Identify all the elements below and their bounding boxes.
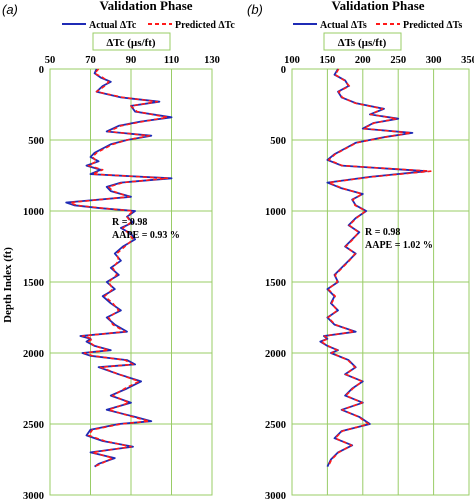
- panel-b-annotation: R = 0.98 AAPE = 1.02 %: [365, 227, 433, 251]
- panel-b-title: Validation Phase: [331, 0, 424, 13]
- panel-a-annotation-r: R = 0.98: [112, 217, 147, 228]
- panel-b-series: [319, 68, 432, 467]
- y-tick-label: 1500: [265, 278, 286, 289]
- x-tick-label: 100: [284, 55, 300, 66]
- y-tick-label: 1500: [23, 278, 44, 289]
- panel-a-series: [65, 68, 173, 468]
- panel-a-legend: Actual ΔTc Predicted ΔTc: [62, 20, 235, 31]
- x-tick-label: 300: [426, 55, 442, 66]
- series-predicted-line: [320, 68, 432, 467]
- y-axis-label: Depth Index (ft): [2, 247, 14, 323]
- y-tick-label: 2000: [265, 349, 286, 360]
- x-tick-label: 200: [355, 55, 371, 66]
- panel-b-xlabel-box: [323, 32, 402, 51]
- y-tick-label: 1000: [265, 207, 286, 218]
- panel-a-annotation-aape: AAPE = 0.93 %: [112, 230, 180, 241]
- x-tick-label: 150: [320, 55, 336, 66]
- x-tick-label: 70: [85, 55, 96, 66]
- panel-a-plot-area: [49, 68, 213, 496]
- panel-a-annotation: R = 0.98 AAPE = 0.93 %: [112, 217, 180, 241]
- x-tick-label: 90: [126, 55, 137, 66]
- x-tick-label: 50: [45, 55, 56, 66]
- panel-b-y-ticks: 0 500 1000 1500 2000 2500 3000: [265, 65, 286, 500]
- y-tick-label: 2500: [265, 420, 286, 431]
- series-predicted-line: [69, 68, 169, 468]
- y-tick-label: 2500: [23, 420, 44, 431]
- panel-a-xlabel: ΔTc (µs/ft): [106, 37, 156, 49]
- legend-actual-label: Actual ΔTc: [89, 20, 137, 31]
- y-tick-label: 3000: [23, 491, 44, 500]
- panel-b-letter: (b): [247, 2, 263, 17]
- panel-a-letter: (a): [2, 2, 18, 17]
- y-tick-label: 0: [281, 65, 286, 76]
- panel-a-y-ticks: 0 500 1000 1500 2000 2500 3000: [23, 65, 44, 500]
- y-tick-label: 500: [270, 136, 286, 147]
- panel-b-legend: Actual ΔTs Predicted ΔTs: [293, 20, 462, 31]
- panel-b-annotation-r: R = 0.98: [365, 227, 400, 238]
- panel-b-plot-area: [291, 68, 470, 496]
- y-tick-label: 500: [28, 136, 44, 147]
- panel-b-xlabel: ΔTs (µs/ft): [338, 37, 387, 49]
- x-tick-label: 110: [164, 55, 179, 66]
- x-tick-label: 350: [461, 55, 474, 66]
- x-tick-label: 130: [204, 55, 220, 66]
- panel-b: (b) Validation Phase Actual ΔTs Predicte…: [247, 0, 474, 500]
- panel-b-x-ticks: 100 150 200 250 300 350: [284, 55, 474, 66]
- y-tick-label: 0: [39, 65, 44, 76]
- x-tick-label: 250: [390, 55, 406, 66]
- panel-a: (a) Validation Phase Actual ΔTc Predicte…: [2, 0, 235, 500]
- legend-predicted-label: Predicted ΔTs: [403, 20, 462, 31]
- panel-a-xlabel-box: [92, 32, 171, 51]
- panel-a-x-ticks: 50 70 90 110 130: [45, 55, 220, 66]
- y-tick-label: 1000: [23, 207, 44, 218]
- panel-a-title: Validation Phase: [99, 0, 192, 13]
- panel-b-grid: [292, 69, 469, 495]
- legend-actual-label: Actual ΔTs: [320, 20, 367, 31]
- series-actual-line: [319, 68, 428, 467]
- legend-predicted-label: Predicted ΔTc: [175, 20, 235, 31]
- y-tick-label: 3000: [265, 491, 286, 500]
- panel-b-annotation-aape: AAPE = 1.02 %: [365, 240, 433, 251]
- y-tick-label: 2000: [23, 349, 44, 360]
